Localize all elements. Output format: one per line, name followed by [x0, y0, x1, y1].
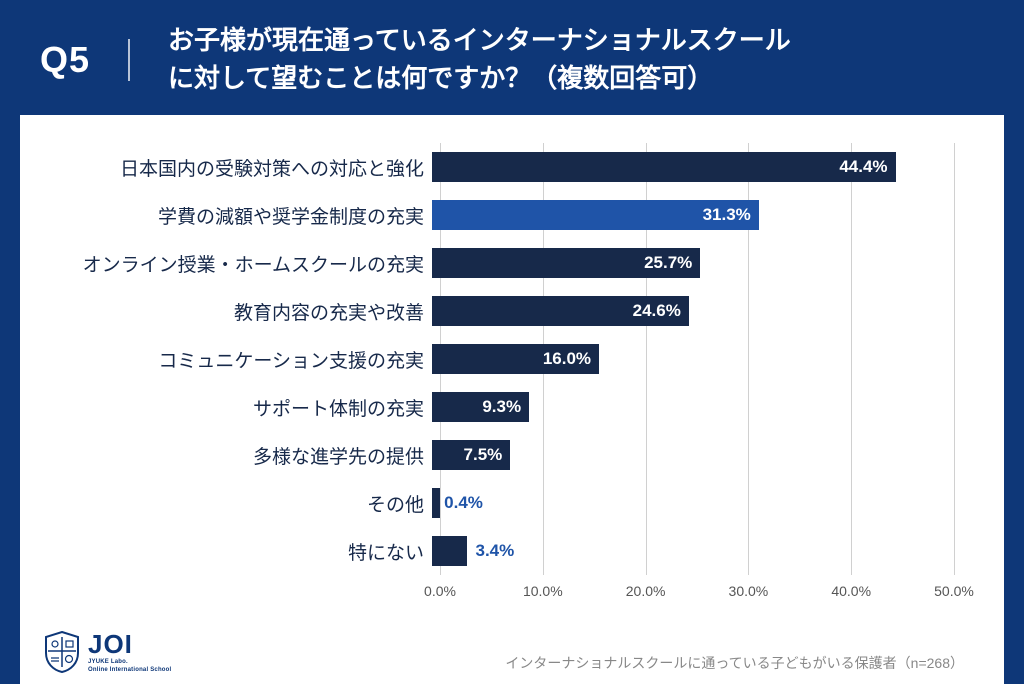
bar-area: 7.5% — [432, 440, 954, 470]
bar: 24.6% — [432, 296, 689, 326]
bar: 25.7% — [432, 248, 700, 278]
bar: 44.4% — [432, 152, 896, 182]
bar-area: 44.4% — [432, 152, 954, 182]
bar: 31.3% — [432, 200, 759, 230]
logo-main: JOI — [88, 631, 171, 657]
bar-label: オンライン授業・ホームスクールの充実 — [60, 250, 432, 277]
bar-label: 教育内容の充実や改善 — [60, 298, 432, 325]
logo-sub1: JYUKE Labo. — [88, 659, 171, 665]
chart-row: コミュニケーション支援の充実16.0% — [60, 335, 954, 383]
bar: 9.3% — [432, 392, 529, 422]
bar-label: 多様な進学先の提供 — [60, 442, 432, 469]
x-axis-tick: 40.0% — [831, 583, 871, 599]
logo: JOI JYUKE Labo. Online International Sch… — [44, 631, 171, 673]
x-axis-tick: 50.0% — [934, 583, 974, 599]
x-axis-tick: 30.0% — [729, 583, 769, 599]
bar: 16.0% — [432, 344, 599, 374]
chart-row: 多様な進学先の提供7.5% — [60, 431, 954, 479]
chart-row: 特にない 3.4% — [60, 527, 954, 575]
grid-line — [954, 143, 955, 575]
shield-icon — [44, 631, 80, 673]
bar-area: 24.6% — [432, 296, 954, 326]
bar-area: 25.7% — [432, 248, 954, 278]
bar-label: コミュニケーション支援の充実 — [60, 346, 432, 373]
chart-row: その他0.4% — [60, 479, 954, 527]
bar-label: 特にない — [60, 538, 432, 565]
bar-area: 31.3% — [432, 200, 954, 230]
bar-label: 日本国内の受験対策への対応と強化 — [60, 154, 432, 181]
bar-value: 3.4% — [467, 536, 514, 566]
bar-area: 9.3% — [432, 392, 954, 422]
bar-value: 0.4% — [436, 488, 483, 518]
bar-chart: 0.0%10.0%20.0%30.0%40.0%50.0% 日本国内の受験対策へ… — [60, 143, 964, 625]
bar — [432, 536, 467, 566]
question-header: Q5 お子様が現在通っているインターナショナルスクール に対して望むことは何です… — [0, 0, 1024, 115]
question-title: お子様が現在通っているインターナショナルスクール に対して望むことは何ですか？（… — [130, 22, 984, 97]
bar-area: 16.0% — [432, 344, 954, 374]
chart-row: オンライン授業・ホームスクールの充実25.7% — [60, 239, 954, 287]
chart-row: 学費の減額や奨学金制度の充実31.3% — [60, 191, 954, 239]
logo-text: JOI JYUKE Labo. Online International Sch… — [88, 631, 171, 673]
x-axis-tick: 20.0% — [626, 583, 666, 599]
footer: JOI JYUKE Labo. Online International Sch… — [20, 625, 1004, 687]
bar-area: 0.4% — [432, 488, 954, 518]
logo-sub2: Online International School — [88, 667, 171, 673]
chart-row: 教育内容の充実や改善24.6% — [60, 287, 954, 335]
question-title-line2: に対して望むことは何ですか？（複数回答可） — [168, 63, 713, 93]
question-title-line1: お子様が現在通っているインターナショナルスクール — [168, 25, 791, 55]
chart-row: 日本国内の受験対策への対応と強化44.4% — [60, 143, 954, 191]
bar-label: サポート体制の充実 — [60, 394, 432, 421]
x-axis-tick: 10.0% — [523, 583, 563, 599]
bar-area: 3.4% — [432, 536, 954, 566]
chart-row: サポート体制の充実9.3% — [60, 383, 954, 431]
bar: 7.5% — [432, 440, 510, 470]
page: Q5 お子様が現在通っているインターナショナルスクール に対して望むことは何です… — [0, 0, 1024, 684]
bar-label: 学費の減額や奨学金制度の充実 — [60, 202, 432, 229]
x-axis-tick: 0.0% — [424, 583, 456, 599]
sample-note: インターナショナルスクールに通っている子どもがいる保護者（n=268） — [505, 653, 964, 673]
chart-body: 0.0% 10.0% 20.0% 30.0% 40.0% 50.0% 日本国内の受験対策へ… — [20, 115, 1004, 687]
question-number: Q5 — [40, 39, 130, 81]
bar-label: その他 — [60, 490, 432, 517]
